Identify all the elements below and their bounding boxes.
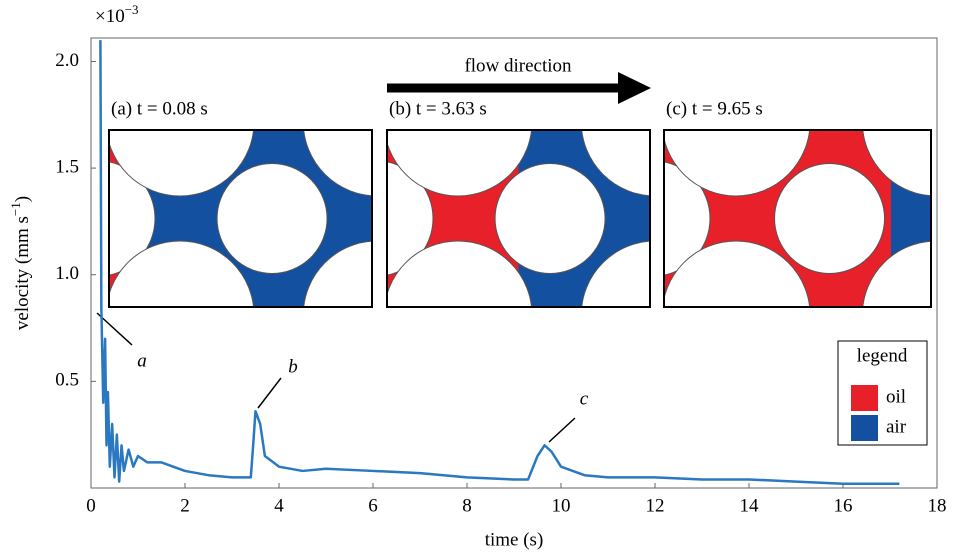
y-tick-label: 1.5 bbox=[55, 156, 79, 177]
grain bbox=[303, 240, 372, 307]
legend-swatch bbox=[851, 385, 878, 411]
x-tick-label: 12 bbox=[646, 495, 665, 516]
x-tick-label: 10 bbox=[552, 495, 571, 516]
grain bbox=[216, 163, 328, 274]
legend-label: air bbox=[886, 416, 907, 437]
arrow-head bbox=[618, 72, 651, 104]
grain bbox=[664, 130, 811, 197]
grain bbox=[109, 161, 156, 276]
arrow-label: flow direction bbox=[464, 55, 572, 76]
legend-label: oil bbox=[886, 386, 906, 407]
grain bbox=[581, 130, 650, 197]
grain bbox=[387, 130, 533, 197]
pointer-line bbox=[548, 417, 576, 443]
x-axis-label: time (s) bbox=[485, 529, 544, 550]
x-tick-label: 6 bbox=[368, 495, 378, 516]
inset-label: (b) t = 3.63 s bbox=[389, 98, 487, 119]
grain bbox=[303, 130, 372, 197]
grain bbox=[664, 240, 811, 307]
inset-label: (c) t = 9.65 s bbox=[666, 98, 763, 119]
inset bbox=[664, 130, 931, 307]
x-tick-label: 18 bbox=[928, 495, 947, 516]
y-tick-label: 2.0 bbox=[55, 50, 79, 71]
legend-title: legend bbox=[857, 345, 908, 366]
annotation: b bbox=[288, 356, 298, 377]
grain bbox=[862, 130, 931, 197]
inset-label: (a) t = 0.08 s bbox=[111, 98, 208, 119]
x-tick-label: 8 bbox=[462, 495, 472, 516]
grain bbox=[387, 240, 533, 307]
x-tick-label: 4 bbox=[274, 495, 284, 516]
grain bbox=[494, 163, 606, 274]
pointer-line bbox=[96, 312, 133, 346]
grain bbox=[664, 161, 711, 276]
y-tick-label: 1.0 bbox=[55, 263, 79, 284]
y-tick-label: 0.5 bbox=[55, 370, 79, 391]
x-tick-label: 16 bbox=[834, 495, 853, 516]
grain bbox=[109, 130, 255, 197]
annotation: c bbox=[580, 388, 589, 409]
multiplier: ×10−3 bbox=[95, 2, 139, 27]
y-axis-label: velocity (mm s−1) bbox=[8, 196, 33, 330]
inset-frame bbox=[386, 129, 651, 308]
inset bbox=[387, 130, 650, 307]
grain bbox=[862, 240, 931, 307]
x-tick-label: 14 bbox=[740, 495, 760, 516]
data-line bbox=[99, 40, 900, 485]
grain bbox=[581, 240, 650, 307]
legend-swatch bbox=[851, 415, 878, 441]
annotation: a bbox=[137, 350, 147, 371]
plot-frame bbox=[90, 37, 938, 489]
x-tick-label: 2 bbox=[180, 495, 190, 516]
grain bbox=[109, 240, 255, 307]
grain bbox=[387, 161, 434, 276]
grain bbox=[774, 163, 886, 274]
x-tick-label: 0 bbox=[86, 495, 96, 516]
inset bbox=[109, 130, 372, 307]
pointer-line bbox=[257, 377, 282, 409]
inset-frame bbox=[108, 129, 373, 308]
inset-frame bbox=[663, 129, 932, 308]
